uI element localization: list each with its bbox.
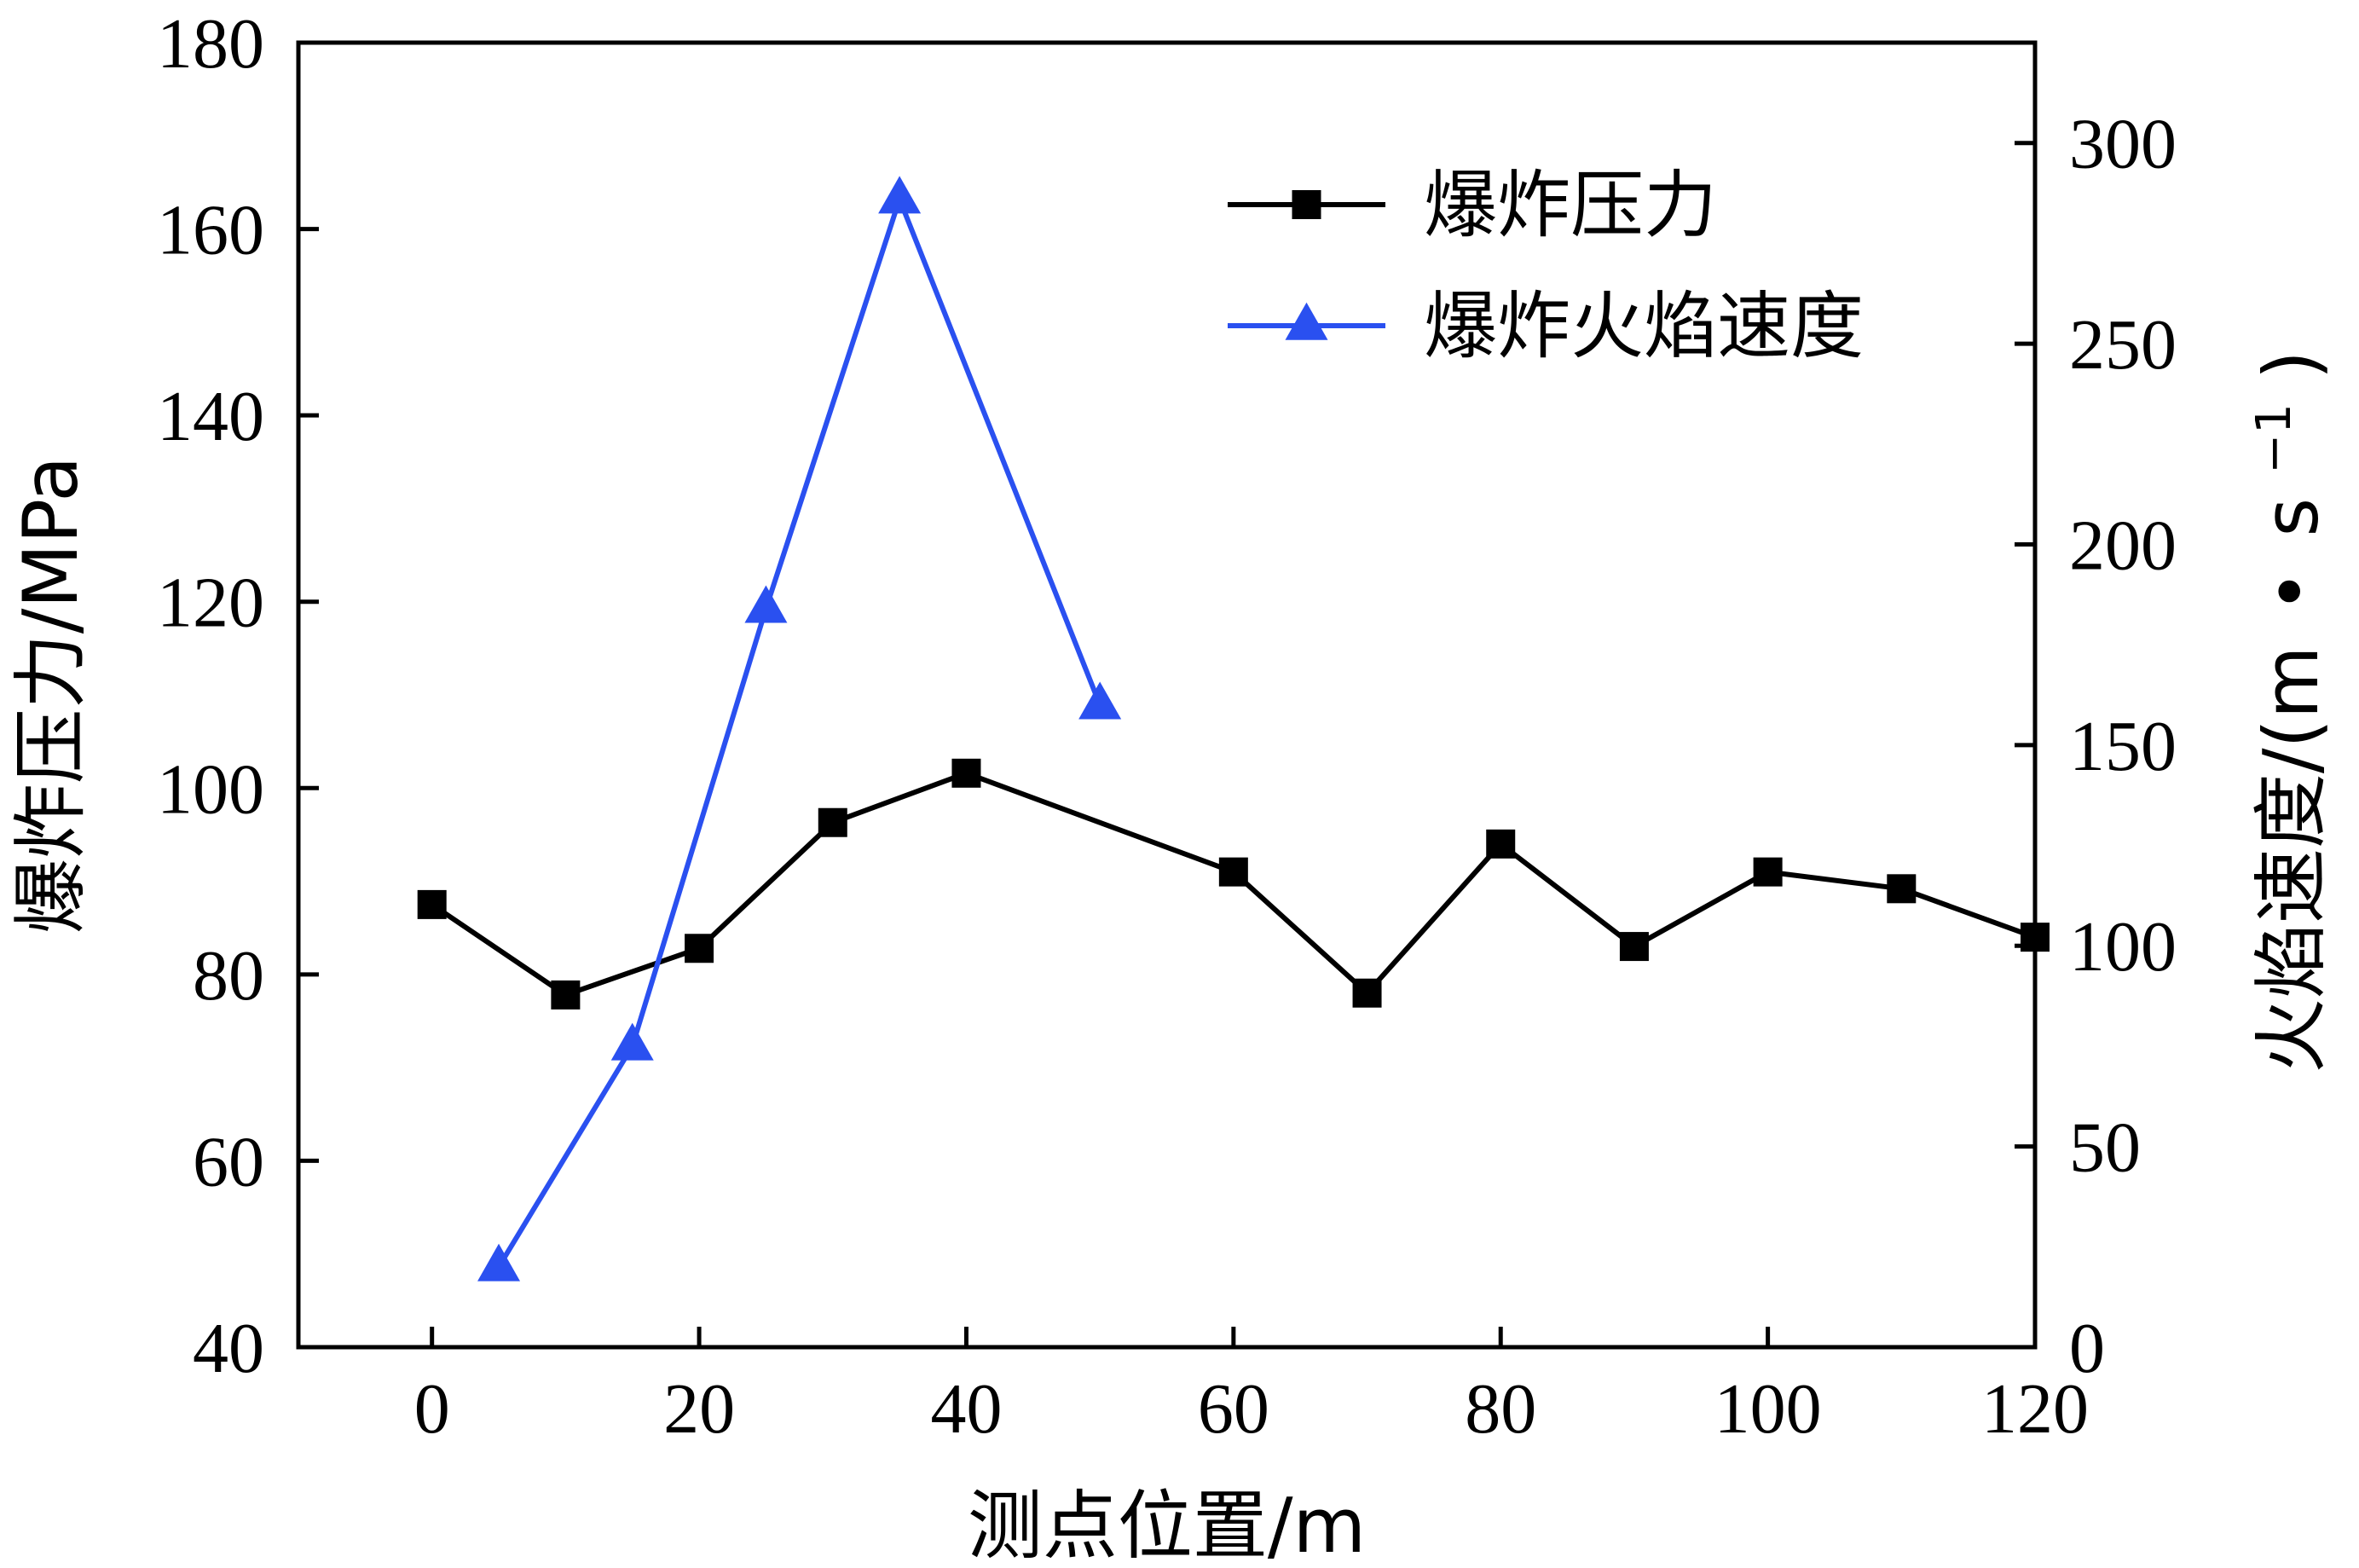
y-right-title-close: ) xyxy=(2247,350,2335,379)
y-right-tick-label: 200 xyxy=(2069,506,2177,585)
y-right-axis-title: 火焰速度/(m • s −1 ) xyxy=(2220,350,2335,1073)
x-tick-label: 20 xyxy=(663,1369,735,1449)
y-right-tick-label: 150 xyxy=(2069,707,2177,786)
square-marker xyxy=(1352,978,1382,1008)
x-tick-label: 100 xyxy=(1714,1369,1822,1449)
y-right-title-dot: • xyxy=(2247,570,2335,614)
square-marker xyxy=(818,807,847,837)
square-marker xyxy=(551,980,581,1010)
y-left-tick-label: 80 xyxy=(193,936,264,1015)
legend-swatch-marker xyxy=(1292,190,1321,219)
y-left-tick-label: 180 xyxy=(157,4,264,84)
triangle-marker xyxy=(878,176,922,214)
y-right-tick-label: 250 xyxy=(2069,305,2177,385)
series-line xyxy=(431,770,2037,998)
square-marker xyxy=(1486,829,1516,859)
triangle-marker xyxy=(610,1022,654,1061)
triangle-marker xyxy=(1078,681,1122,720)
square-marker xyxy=(951,758,981,788)
x-tick-label: 0 xyxy=(414,1369,450,1449)
x-tick-label: 120 xyxy=(1981,1369,2089,1449)
square-marker xyxy=(1887,874,1917,904)
y-left-tick-label: 40 xyxy=(193,1309,264,1388)
plot-frame xyxy=(296,40,2038,1350)
y-left-tick-label: 100 xyxy=(157,749,264,829)
y-right-tick-label: 0 xyxy=(2069,1309,2105,1388)
y-right-title-sup: −1 xyxy=(2246,403,2302,474)
series-layer xyxy=(417,176,2050,1282)
square-marker xyxy=(417,889,447,919)
series-pressure xyxy=(417,758,2050,1010)
y-right-tick-label: 100 xyxy=(2069,907,2177,987)
triangle-marker xyxy=(477,1243,521,1282)
x-tick-label: 40 xyxy=(930,1369,1002,1449)
y-left-tick-label: 140 xyxy=(157,377,264,456)
legend-swatch-marker xyxy=(1285,302,1328,340)
ticks-layer: 0 20 40 60 80 100 120 40 60 80 100 120 140 160 180 0 50 1… xyxy=(157,4,2177,1449)
x-tick-label: 60 xyxy=(1198,1369,1269,1449)
series-flame-speed xyxy=(477,176,1122,1282)
triangle-marker xyxy=(744,585,788,623)
square-marker xyxy=(1218,857,1248,887)
y-left-tick-label: 60 xyxy=(193,1122,264,1201)
y-left-tick-label: 160 xyxy=(157,191,264,270)
y-left-axis-title: 爆炸压力/MPa xyxy=(7,456,95,934)
square-marker xyxy=(2021,923,2050,952)
y-right-tick-label: 50 xyxy=(2069,1108,2141,1188)
x-tick-label: 80 xyxy=(1465,1369,1536,1449)
square-marker xyxy=(1753,857,1783,887)
y-left-tick-label: 120 xyxy=(157,564,264,643)
legend-entry-label: 爆炸压力 xyxy=(1424,163,1717,248)
y-right-tick-label: 300 xyxy=(2069,105,2177,184)
y-right-title-unit: s xyxy=(2247,498,2335,537)
y-right-title-main: 火焰速度/(m xyxy=(2247,645,2335,1073)
square-marker xyxy=(685,934,714,963)
x-axis-title: 测点位置/m xyxy=(968,1482,1366,1568)
legend-entry-label: 爆炸火焰速度 xyxy=(1424,284,1864,369)
series-line xyxy=(496,196,1102,1269)
square-marker xyxy=(1619,932,1649,962)
